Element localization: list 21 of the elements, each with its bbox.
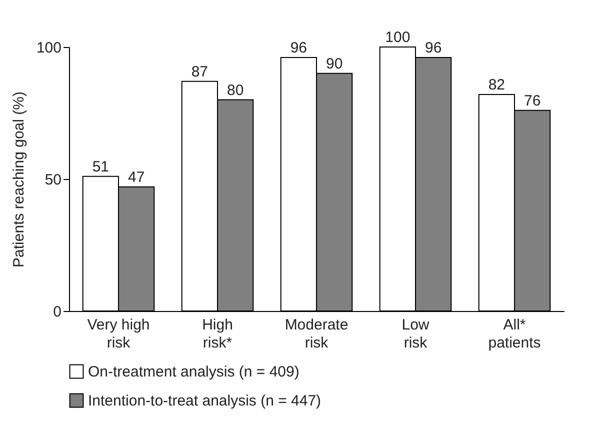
y-axis-title: Patients reaching goal (%) — [10, 92, 28, 268]
data-label: 76 — [524, 92, 541, 110]
y-tick-label: 0 — [53, 304, 62, 320]
data-label: 90 — [326, 55, 343, 72]
y-tick-label: 50 — [44, 172, 62, 188]
data-label: 82 — [488, 76, 506, 94]
data-label: 47 — [128, 168, 145, 186]
data-label: 87 — [191, 63, 208, 80]
data-label: 51 — [92, 158, 110, 176]
data-label: 96 — [290, 40, 308, 57]
x-tick-label: Low risk — [402, 316, 430, 352]
data-label: 80 — [226, 82, 244, 99]
data-label: 100 — [385, 29, 410, 46]
x-tick-label: Moderate risk — [284, 316, 348, 352]
x-tick-label: All* patients — [488, 316, 541, 352]
data-label: 96 — [424, 40, 442, 57]
x-tick-label: Very high risk — [87, 316, 150, 352]
x-tick-label: High risk* — [202, 316, 233, 352]
legend-label: On-treatment analysis (n = 409) — [88, 364, 300, 380]
y-tick-label: 100 — [36, 40, 62, 56]
legend-label: Intention-to-treat analysis (n = 447) — [88, 392, 322, 410]
